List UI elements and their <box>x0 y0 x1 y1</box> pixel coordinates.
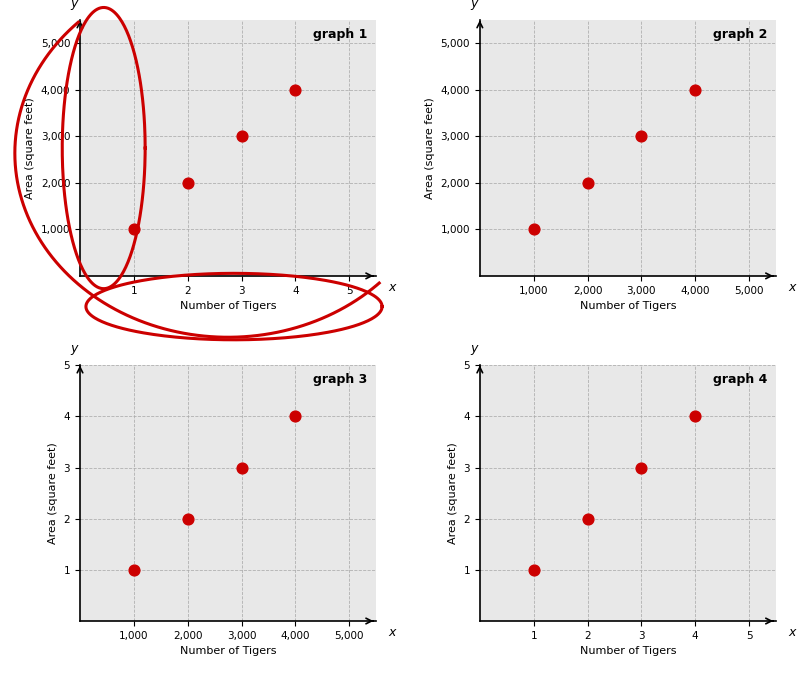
Text: graph 3: graph 3 <box>313 373 367 386</box>
Point <box>581 178 594 188</box>
Text: x: x <box>388 281 395 294</box>
Text: y: y <box>70 0 78 10</box>
Point <box>689 84 702 95</box>
Point <box>235 462 248 473</box>
Text: graph 2: graph 2 <box>713 28 767 41</box>
Y-axis label: Area (square feet): Area (square feet) <box>448 442 458 544</box>
Point <box>127 224 140 235</box>
Point <box>581 514 594 524</box>
X-axis label: Number of Tigers: Number of Tigers <box>580 646 676 656</box>
Point <box>235 131 248 142</box>
Y-axis label: Area (square feet): Area (square feet) <box>425 97 435 199</box>
Point <box>527 224 540 235</box>
Point <box>127 564 140 575</box>
Point <box>182 178 194 188</box>
Point <box>635 131 648 142</box>
Y-axis label: Area (square feet): Area (square feet) <box>48 442 58 544</box>
Text: y: y <box>470 0 478 10</box>
Text: graph 1: graph 1 <box>313 28 367 41</box>
Text: x: x <box>788 281 795 294</box>
Text: y: y <box>470 342 478 355</box>
Text: x: x <box>388 626 395 639</box>
Point <box>689 411 702 422</box>
Text: y: y <box>70 342 78 355</box>
Point <box>289 84 302 95</box>
X-axis label: Number of Tigers: Number of Tigers <box>580 301 676 311</box>
X-axis label: Number of Tigers: Number of Tigers <box>180 646 276 656</box>
Text: graph 4: graph 4 <box>713 373 767 386</box>
X-axis label: Number of Tigers: Number of Tigers <box>180 301 276 311</box>
Point <box>289 411 302 422</box>
Point <box>527 564 540 575</box>
Point <box>635 462 648 473</box>
Text: x: x <box>788 626 795 639</box>
Y-axis label: Area (square feet): Area (square feet) <box>26 97 35 199</box>
Point <box>182 514 194 524</box>
